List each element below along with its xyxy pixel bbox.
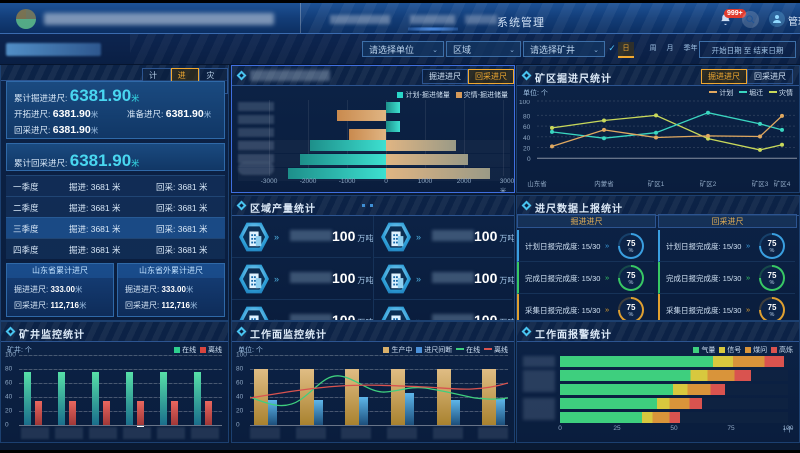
svg-text:100: 100 — [519, 100, 530, 106]
svg-text:60: 60 — [523, 124, 531, 131]
svg-text:40: 40 — [523, 135, 531, 142]
svg-text:20: 20 — [523, 146, 531, 153]
svg-text:80: 80 — [523, 113, 531, 120]
svg-text:0: 0 — [527, 156, 531, 163]
